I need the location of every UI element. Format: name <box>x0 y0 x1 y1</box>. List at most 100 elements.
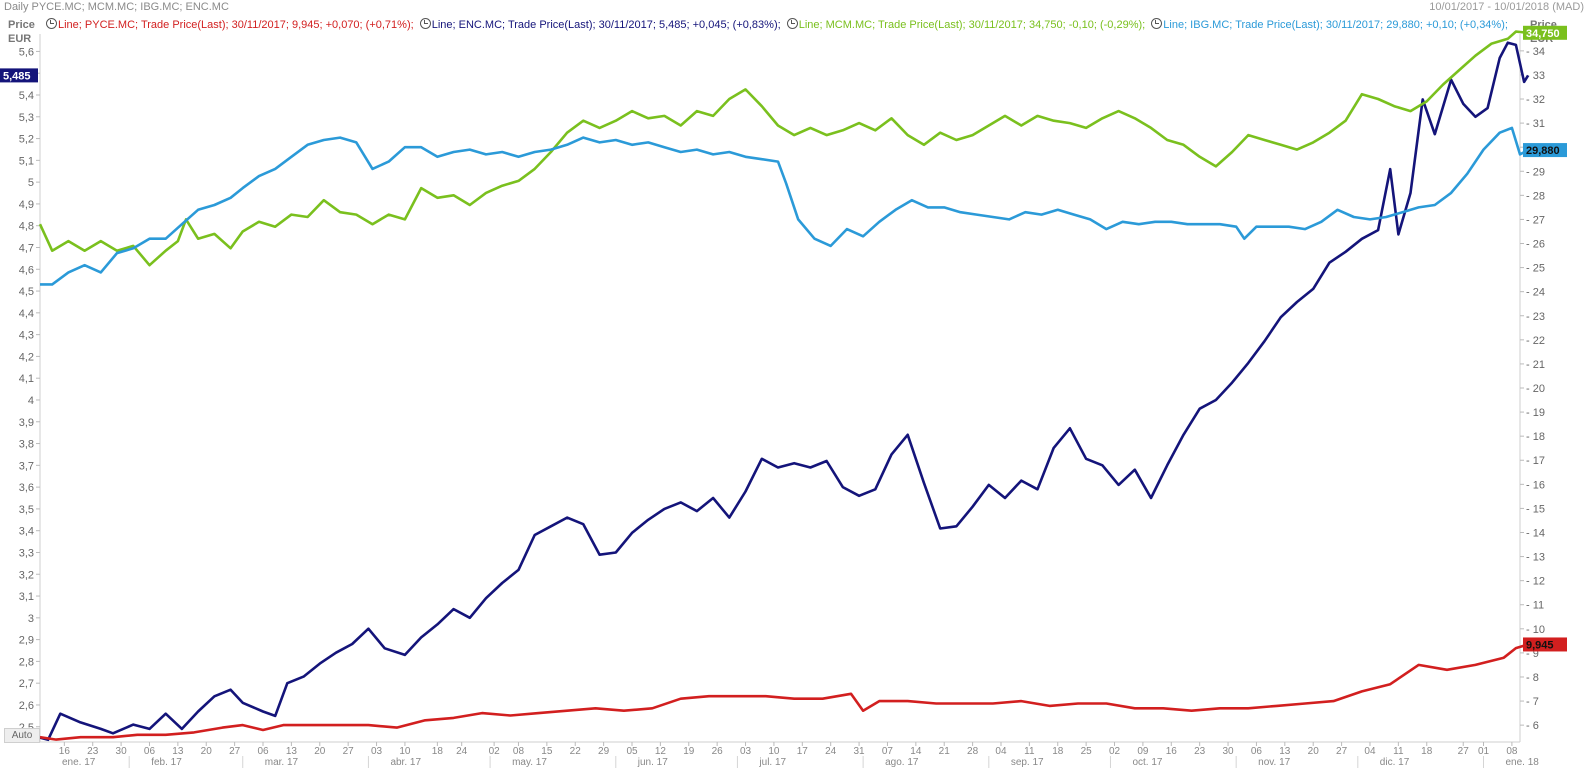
x-tick-label: 04 <box>1364 746 1376 757</box>
y-right-tick-label: - 29 <box>1526 166 1545 178</box>
y-right-tick-label: - 24 <box>1526 287 1545 299</box>
month-label: oct. 17 <box>1132 757 1162 768</box>
y-left-tick-label: 3,8 <box>19 439 34 451</box>
y-left-tick-label: 4,3 <box>19 330 34 342</box>
legend-text-ibg: Line; IBG.MC; Trade Price(Last); 30/11/2… <box>1163 19 1508 31</box>
legend-item-mcm[interactable]: Line; MCM.MC; Trade Price(Last); 30/11/2… <box>786 18 1145 31</box>
x-tick-label: 03 <box>371 746 383 757</box>
last-value-text: 5,485 <box>3 70 31 82</box>
last-value-label-mcm-mc: 34,750 <box>1523 25 1567 40</box>
series-line-pyce-mc <box>39 643 1529 741</box>
x-tick-label: 24 <box>825 746 837 757</box>
x-tick-label: 25 <box>1081 746 1093 757</box>
x-tick-label: 21 <box>939 746 951 757</box>
x-tick-label: 16 <box>1166 746 1178 757</box>
x-tick-label: 16 <box>59 746 71 757</box>
y-left-tick-label: 4,8 <box>19 221 34 233</box>
y-right-tick-label: - 12 <box>1526 576 1545 588</box>
last-value-box <box>1523 143 1567 158</box>
x-tick-label: 27 <box>1458 746 1470 757</box>
x-tick-label: 29 <box>598 746 610 757</box>
x-tick-label: 03 <box>740 746 752 757</box>
legend: Line; PYCE.MC; Trade Price(Last); 30/11/… <box>46 18 1511 31</box>
x-tick-label: 08 <box>513 746 525 757</box>
x-tick-label: 06 <box>1251 746 1263 757</box>
x-tick-label: 15 <box>541 746 553 757</box>
legend-item-enc[interactable]: Line; ENC.MC; Trade Price(Last); 30/11/2… <box>419 18 781 31</box>
y-right-tick-label: - 25 <box>1526 263 1545 275</box>
x-tick-label: 20 <box>1308 746 1320 757</box>
legend-item-ibg[interactable]: Line; IBG.MC; Trade Price(Last); 30/11/2… <box>1151 18 1508 31</box>
month-label: abr. 17 <box>390 757 421 768</box>
y-left-tick-label: 5 <box>28 177 34 189</box>
month-label: ene. 18 <box>1506 757 1540 768</box>
y-left-tick-label: 3,3 <box>19 547 34 559</box>
y-left-tick-label: 5,1 <box>19 155 34 167</box>
x-tick-label: 30 <box>1222 746 1234 757</box>
clock-icon <box>419 18 431 29</box>
y-left-tick-label: 2,9 <box>19 635 34 647</box>
x-tick-label: 26 <box>712 746 724 757</box>
month-label: may. 17 <box>512 757 547 768</box>
y-right-tick-label: - 16 <box>1526 479 1545 491</box>
y-right-tick-label: - 22 <box>1526 335 1545 347</box>
last-value-label-pyce-mc: 9,945 <box>1523 637 1567 652</box>
y-right-tick-label: - 10 <box>1526 624 1545 636</box>
legend-text-pyce: Line; PYCE.MC; Trade Price(Last); 30/11/… <box>58 19 414 31</box>
x-tick-label: 27 <box>1336 746 1348 757</box>
y-left-tick-label: 5,6 <box>19 46 34 58</box>
x-tick-label: 20 <box>314 746 326 757</box>
x-tick-label: 02 <box>489 746 501 757</box>
last-value-label-enc-mc: 5,485 <box>0 68 38 83</box>
left-axis-title-price: Price <box>8 19 35 31</box>
month-label: jul. 17 <box>758 757 786 768</box>
x-tick-label: 10 <box>399 746 411 757</box>
y-right-tick-label: - 14 <box>1526 527 1545 539</box>
x-tick-label: 07 <box>882 746 894 757</box>
y-left-tick-label: 3,1 <box>19 591 34 603</box>
x-tick-label: 02 <box>1109 746 1121 757</box>
y-right-tick-label: - 19 <box>1526 407 1545 419</box>
x-tick-label: 06 <box>257 746 269 757</box>
y-right-tick-label: - 32 <box>1526 94 1545 106</box>
y-right-tick-label: - 8 <box>1526 672 1539 684</box>
last-value-text: 29,880 <box>1526 145 1560 157</box>
x-tick-label: 31 <box>854 746 866 757</box>
x-tick-label: 27 <box>229 746 241 757</box>
x-tick-label: 28 <box>967 746 979 757</box>
x-tick-label: 18 <box>1421 746 1433 757</box>
legend-item-pyce[interactable]: Line; PYCE.MC; Trade Price(Last); 30/11/… <box>46 18 414 31</box>
y-right-tick-label: - 6 <box>1526 720 1539 732</box>
x-tick-label: 06 <box>144 746 156 757</box>
x-tick-label: 13 <box>172 746 184 757</box>
y-left-tick-label: 3,6 <box>19 482 34 494</box>
x-tick-label: 05 <box>626 746 638 757</box>
series-line-ibg-mc <box>40 126 1529 286</box>
y-left-tick-label: 5,3 <box>19 112 34 124</box>
y-right-tick-label: - 26 <box>1526 239 1545 251</box>
x-tick-label: 30 <box>116 746 128 757</box>
month-label: dic. 17 <box>1380 757 1410 768</box>
y-left-tick-label: 4,4 <box>19 308 34 320</box>
y-right-tick-label: - 13 <box>1526 552 1545 564</box>
x-tick-label: 13 <box>1279 746 1291 757</box>
x-tick-label: 18 <box>1052 746 1064 757</box>
x-tick-label: 23 <box>87 746 99 757</box>
y-left-tick-label: 2,8 <box>19 656 34 668</box>
y-left-tick-label: 4,2 <box>19 351 34 363</box>
clock-icon <box>46 18 57 29</box>
y-right-tick-label: - 17 <box>1526 455 1545 467</box>
x-tick-label: 19 <box>683 746 695 757</box>
y-left-tick-label: 5,2 <box>19 134 34 146</box>
last-value-box <box>1523 637 1567 652</box>
y-left-tick-label: 3,9 <box>19 417 34 429</box>
x-tick-label: 23 <box>1194 746 1206 757</box>
date-range: 10/01/2017 - 10/01/2018 (MAD) <box>1429 1 1584 13</box>
legend-text-enc: Line; ENC.MC; Trade Price(Last); 30/11/2… <box>431 19 781 31</box>
last-value-text: 34,750 <box>1526 28 1560 40</box>
month-label: ene. 17 <box>62 757 96 768</box>
auto-scale-button[interactable]: Auto <box>4 728 40 743</box>
x-tick-label: 24 <box>456 746 468 757</box>
left-axis-title-unit: EUR <box>8 33 32 45</box>
